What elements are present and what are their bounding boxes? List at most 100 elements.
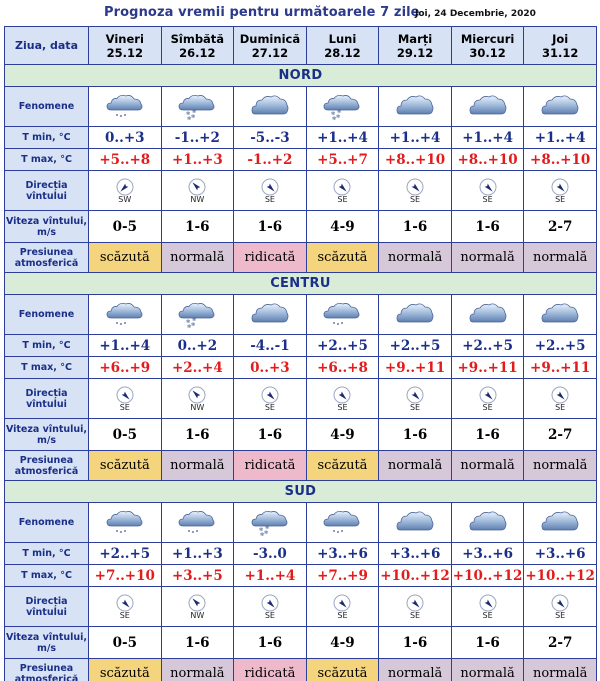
forecast-date: Joi, 24 Decembrie, 2020 — [415, 9, 536, 19]
weather-cell — [305, 502, 380, 543]
overcast-icon — [235, 300, 306, 330]
tmax-value: +9..+11 — [523, 356, 597, 379]
compass-icon — [89, 386, 160, 404]
pressure-value: scăzută — [305, 242, 380, 273]
page-header: Prognoza vremii pentru următoarele 7 zil… — [0, 0, 600, 26]
wind-direction-label: NW — [190, 402, 205, 412]
row-label: Presiunea atmosferică — [4, 450, 89, 481]
wind-direction-label: SE — [119, 402, 130, 412]
wind-direction-label: SE — [555, 194, 566, 204]
compass-icon — [380, 178, 451, 196]
row-label: Direcția vîntului — [4, 378, 89, 419]
region-section-header: NORD — [4, 64, 597, 87]
weather-cell — [88, 86, 162, 127]
pressure-value: normală — [450, 450, 525, 481]
row-label: T max, °C — [4, 564, 89, 587]
page-title: Prognoza vremii pentru următoarele 7 zil… — [104, 5, 420, 20]
weather-cell — [450, 502, 525, 543]
wind-direction-cell: SW — [88, 170, 162, 211]
wind-direction-label: SE — [264, 610, 275, 620]
weather-cell — [88, 502, 162, 543]
compass-icon — [307, 178, 378, 196]
wind-speed-row: Viteza vîntului, m/s 0-5 1-6 1-6 4-9 1-6 1-6 2-… — [4, 626, 597, 659]
weather-cell — [378, 502, 452, 543]
tmax-value: +7..+9 — [305, 564, 380, 587]
wind-direction-cell: SE — [523, 586, 597, 627]
day-date: 31.12 — [541, 45, 579, 60]
phenomena-row: Fenomene ✻ ✻ ✻ ✻ ✻ ✻ ✻ ✻ — [4, 86, 597, 127]
svg-text:✻: ✻ — [187, 324, 191, 330]
wind-direction-label: SE — [119, 610, 130, 620]
day-name: Duminică — [239, 31, 301, 46]
wind-speed-value: 4-9 — [305, 418, 380, 451]
pressure-value: scăzută — [305, 658, 380, 681]
cloud-rain-icon — [89, 92, 160, 122]
wind-direction-cell: NW — [160, 378, 235, 419]
wind-direction-label: SE — [482, 402, 493, 412]
weather-cell — [378, 294, 452, 335]
day-column-header: Miercuri 30.12 — [450, 26, 525, 65]
pressure-value: ridicată — [233, 242, 307, 273]
tmin-value: +2..+5 — [450, 334, 525, 357]
weather-cell — [523, 294, 597, 335]
wind-speed-value: 0-5 — [88, 210, 162, 243]
svg-text:✻: ✻ — [186, 319, 190, 325]
pressure-value: normală — [160, 658, 235, 681]
wind-speed-value: 0-5 — [88, 626, 162, 659]
tmin-value: +1..+3 — [160, 542, 235, 565]
compass-icon — [235, 178, 306, 196]
wind-direction-cell: SE — [450, 378, 525, 419]
wind-direction-cell: SE — [523, 170, 597, 211]
wind-direction-row: Direcția vîntului SE NW SE SE SE SE SE — [4, 586, 597, 627]
overcast-icon — [380, 300, 451, 330]
cloud-snow-icon: ✻ ✻ ✻ ✻ — [162, 300, 233, 330]
weather-cell — [523, 502, 597, 543]
wind-speed-value: 1-6 — [233, 418, 307, 451]
row-label: T max, °C — [4, 356, 89, 379]
cloud-rain-icon — [162, 508, 233, 538]
svg-text:✻: ✻ — [187, 116, 191, 122]
row-label: Fenomene — [4, 86, 89, 127]
tmin-row: T min, °C 0..+3 -1..+2 -5..-3 +1..+4 +1..+4 +1… — [4, 126, 597, 149]
pressure-value: normală — [523, 658, 597, 681]
day-column-header: Joi 31.12 — [523, 26, 597, 65]
wind-direction-row: Direcția vîntului SE NW SE SE SE SE SE — [4, 378, 597, 419]
compass-icon — [380, 594, 451, 612]
compass-icon — [307, 594, 378, 612]
tmax-value: +10..+12 — [378, 564, 452, 587]
tmin-value: +3..+6 — [305, 542, 380, 565]
day-date: 25.12 — [106, 45, 143, 60]
tmax-value: +2..+4 — [160, 356, 235, 379]
tmax-value: +7..+10 — [88, 564, 162, 587]
tmin-value: +1..+4 — [450, 126, 525, 149]
wind-direction-cell: SE — [305, 170, 380, 211]
tmin-value: +1..+4 — [523, 126, 597, 149]
compass-icon — [235, 386, 306, 404]
tmin-value: +1..+4 — [378, 126, 452, 149]
svg-text:✻: ✻ — [331, 111, 335, 117]
day-name: Miercuri — [460, 31, 515, 46]
compass-icon — [452, 178, 523, 196]
tmax-row: T max, °C +6..+9 +2..+4 0..+3 +6..+8 +9..+11 +… — [4, 356, 597, 379]
wind-direction-label: SE — [555, 402, 566, 412]
weather-cell: ✻ ✻ ✻ ✻ — [305, 86, 380, 127]
pressure-value: normală — [450, 658, 525, 681]
svg-text:✻: ✻ — [192, 109, 196, 115]
day-date: 30.12 — [469, 45, 506, 60]
pressure-row: Presiunea atmosferică scăzută normală ridic… — [4, 450, 597, 481]
overcast-icon — [452, 92, 523, 122]
wind-speed-value: 2-7 — [523, 210, 597, 243]
weather-cell — [523, 86, 597, 127]
row-label: T min, °C — [4, 126, 89, 149]
wind-speed-value: 4-9 — [305, 626, 380, 659]
tmin-row: T min, °C +1..+4 0..+2 -4..-1 +2..+5 +2..+5 +2… — [4, 334, 597, 357]
wind-direction-cell: SE — [450, 170, 525, 211]
compass-icon — [307, 386, 378, 404]
row-label: Presiunea atmosferică — [4, 658, 89, 681]
svg-text:✻: ✻ — [336, 114, 340, 120]
svg-text:✻: ✻ — [191, 322, 195, 328]
day-column-header: Sîmbătă 26.12 — [160, 26, 235, 65]
wind-direction-cell: NW — [160, 586, 235, 627]
weather-cell: ✻ ✻ ✻ ✻ — [233, 502, 307, 543]
tmin-value: -1..+2 — [160, 126, 235, 149]
